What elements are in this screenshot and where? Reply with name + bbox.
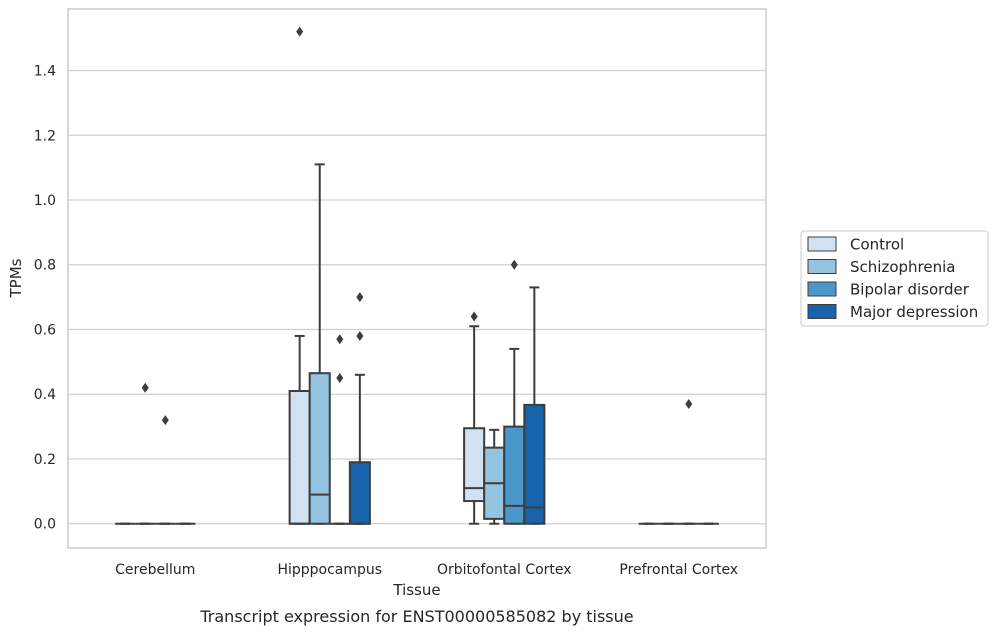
box-group-cerebellum-schizophrenia [135, 382, 156, 525]
outlier-hipppocampus-bipolar-disorder-1 [336, 373, 344, 384]
gridlines [68, 69, 766, 525]
legend-swatch-schizophrenia [807, 259, 837, 274]
box-group-hipppocampus-bipolar-disorder [329, 334, 350, 525]
legend-label-major-depression: Major depression [850, 303, 978, 321]
legend-item-bipolar-disorder: Bipolar disorder [807, 281, 970, 299]
box-group-orbitofontal-cortex-schizophrenia [483, 428, 506, 525]
box-hipppocampus-control [288, 389, 311, 525]
legend-swatch-control [807, 236, 837, 252]
x-tick-labels: Cerebellum Hipppocampus Orbitofontal Corte… [115, 562, 738, 578]
y-tick-label-1: 0.2 [34, 452, 56, 468]
y-tick-label-5: 1.0 [34, 193, 56, 209]
outlier-hipppocampus-control-0 [296, 26, 304, 37]
x-tick-label-hipppocampus: Hipppocampus [277, 562, 382, 578]
y-tick-label-4: 0.8 [34, 258, 56, 274]
plot-area-frame [67, 8, 767, 549]
box-group-orbitofontal-cortex-bipolar-disorder [503, 259, 526, 525]
outlier-hipppocampus-major-depression-1 [356, 330, 364, 341]
box-group-prefrontal-cortex-bipolar-disorder [678, 398, 699, 525]
legend-swatch-bipolar-disorder [807, 281, 837, 297]
legend-swatch-major-depression [807, 304, 837, 319]
outlier-orbitofontal-cortex-bipolar-disorder-0 [510, 259, 518, 270]
legend-label-control: Control [850, 236, 904, 254]
legend-item-schizophrenia: Schizophrenia [807, 258, 955, 276]
outlier-orbitofontal-cortex-control-0 [470, 311, 478, 322]
box-group-orbitofontal-cortex-major-depression [523, 286, 546, 525]
box-group-hipppocampus-schizophrenia [308, 163, 331, 525]
outlier-hipppocampus-bipolar-disorder-0 [336, 334, 344, 345]
x-tick-label-prefrontal-cortex: Prefrontal Cortex [619, 562, 738, 578]
box-orbitofontal-cortex-bipolar-disorder [503, 425, 526, 525]
x-axis-title: Tissue [392, 581, 440, 599]
legend-label-schizophrenia: Schizophrenia [850, 258, 955, 276]
y-tick-label-3: 0.6 [34, 322, 56, 338]
outlier-hipppocampus-major-depression-0 [356, 292, 364, 303]
chart-caption: Transcript expression for ENST0000058508… [199, 607, 633, 626]
legend-frame [800, 230, 989, 327]
y-tick-labels: 0.0 0.2 0.4 0.6 0.8 1.0 1.2 1.4 [34, 64, 56, 533]
legend: Control Schizophrenia Bipolar disorder Majo… [800, 230, 989, 327]
box-orbitofontal-cortex-major-depression [523, 403, 546, 525]
legend-item-control: Control [807, 236, 904, 254]
x-tick-label-cerebellum: Cerebellum [115, 562, 195, 578]
y-axis-title: TPMs [7, 258, 25, 298]
y-tick-label-7: 1.4 [34, 64, 56, 80]
legend-item-major-depression: Major depression [807, 303, 978, 321]
outlier-cerebellum-schizophrenia-0 [141, 382, 149, 393]
box-hipppocampus-schizophrenia [308, 372, 331, 525]
x-tick-label-orbitofontal-cortex: Orbitofontal Cortex [437, 562, 572, 578]
legend-label-bipolar-disorder: Bipolar disorder [850, 281, 970, 299]
outlier-prefrontal-cortex-bipolar-disorder-0 [685, 398, 693, 409]
box-orbitofontal-cortex-control [463, 427, 486, 503]
box-hipppocampus-major-depression [348, 461, 371, 525]
box-group-hipppocampus-major-depression [348, 292, 371, 525]
y-tick-label-2: 0.4 [34, 387, 56, 403]
box-group-orbitofontal-cortex-control [463, 311, 486, 525]
y-tick-label-6: 1.2 [34, 128, 56, 144]
box-group-hipppocampus-control [288, 26, 311, 525]
boxes-layer [115, 26, 719, 525]
y-tick-label-0: 0.0 [34, 517, 56, 533]
outlier-cerebellum-bipolar-disorder-0 [161, 415, 169, 426]
box-group-cerebellum-bipolar-disorder [155, 415, 176, 525]
